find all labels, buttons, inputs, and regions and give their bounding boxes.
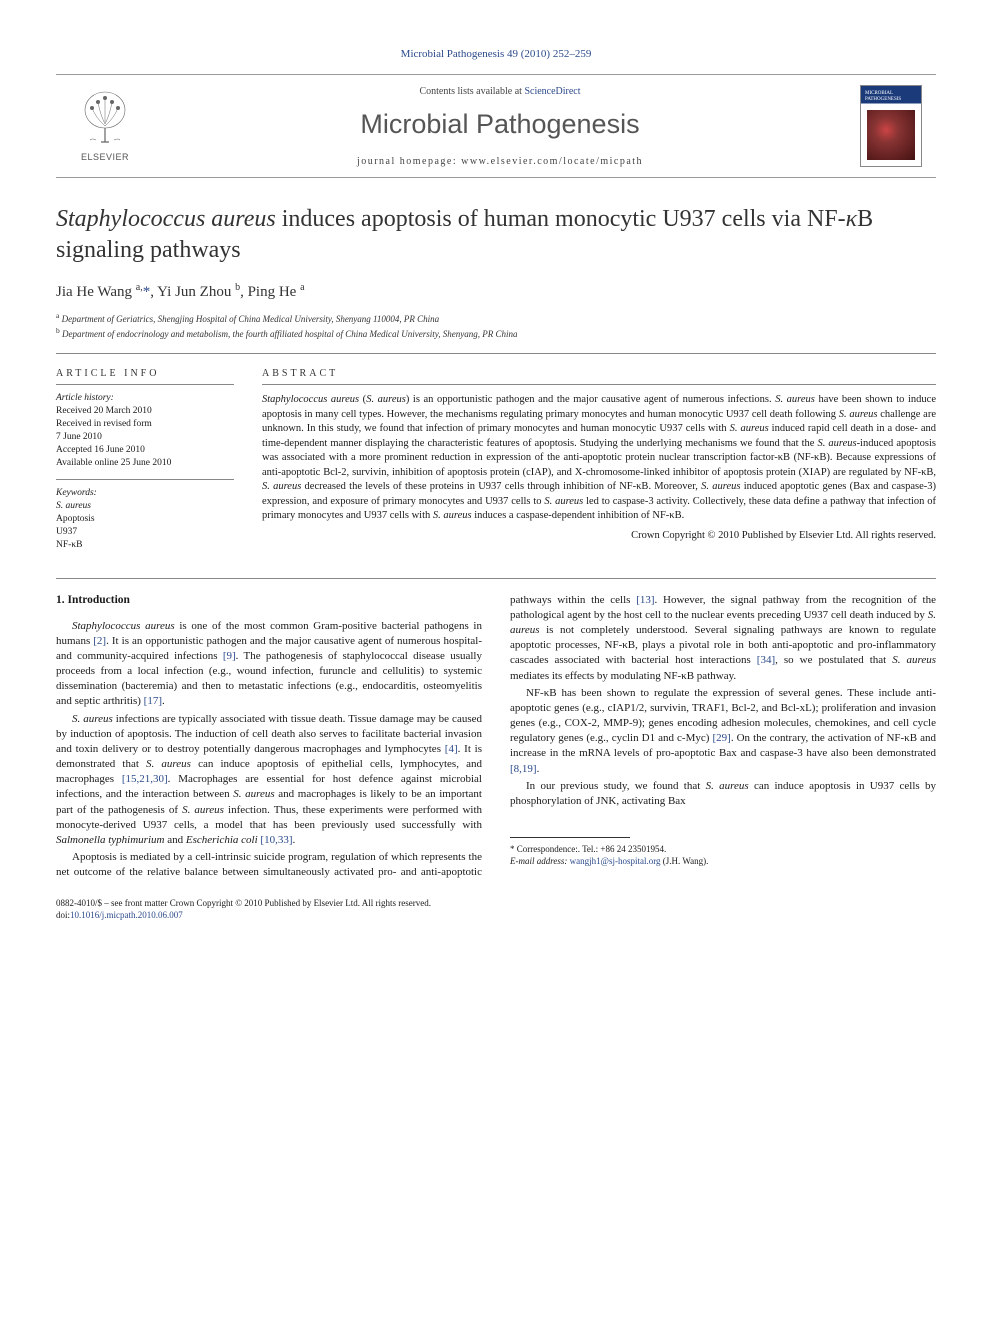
doi-link[interactable]: 10.1016/j.micpath.2010.06.007	[70, 910, 183, 920]
doi-label: doi:	[56, 910, 70, 920]
keyword-line: S. aureus	[56, 500, 234, 513]
footnote-separator	[510, 837, 630, 838]
history-line: Received 20 March 2010	[56, 405, 234, 418]
sciencedirect-link[interactable]: ScienceDirect	[524, 86, 580, 97]
article-history-head: Article history:	[56, 393, 234, 403]
citation-header: Microbial Pathogenesis 49 (2010) 252–259	[56, 48, 936, 60]
email-line: E-mail address: wangjh1@sj-hospital.org …	[510, 856, 936, 868]
authors-list: Jia He Wang a,*, Yi Jun Zhou b, Ping He …	[56, 282, 936, 301]
affiliations: a Department of Geriatrics, Shengjing Ho…	[56, 311, 936, 339]
history-line: Available online 25 June 2010	[56, 457, 234, 470]
affiliation-line: b Department of endocrinology and metabo…	[56, 326, 936, 339]
history-line: Accepted 16 June 2010	[56, 444, 234, 457]
correspondence-line: * Correspondence:. Tel.: +86 24 23501954…	[510, 844, 936, 856]
body-paragraph: S. aureus infections are typically assoc…	[56, 712, 482, 849]
history-line: 7 June 2010	[56, 431, 234, 444]
elsevier-tree-icon	[78, 90, 132, 152]
divider	[56, 578, 936, 579]
email-link[interactable]: wangjh1@sj-hospital.org	[570, 856, 661, 866]
bottom-bar: 0882-4010/$ – see front matter Crown Cop…	[56, 898, 936, 921]
keyword-line: Apoptosis	[56, 513, 234, 526]
issn-copyright-line: 0882-4010/$ – see front matter Crown Cop…	[56, 898, 936, 910]
contents-available-line: Contents lists available at ScienceDirec…	[156, 86, 844, 97]
keyword-line: NF-κB	[56, 539, 234, 552]
article-info-column: ARTICLE INFO Article history: Received 2…	[56, 368, 234, 551]
abstract-copyright: Crown Copyright © 2010 Published by Else…	[262, 530, 936, 541]
email-suffix: (J.H. Wang).	[661, 856, 709, 866]
publisher-logo: ELSEVIER	[70, 90, 140, 162]
divider	[56, 353, 936, 354]
journal-homepage-line: journal homepage: www.elsevier.com/locat…	[156, 156, 844, 167]
affiliation-line: a Department of Geriatrics, Shengjing Ho…	[56, 311, 936, 324]
journal-header-box: ELSEVIER Contents lists available at Sci…	[56, 74, 936, 178]
abstract-heading: ABSTRACT	[262, 368, 936, 385]
journal-cover-thumbnail	[860, 85, 922, 167]
article-info-heading: ARTICLE INFO	[56, 368, 234, 385]
journal-name: Microbial Pathogenesis	[156, 109, 844, 140]
doi-line: doi:10.1016/j.micpath.2010.06.007	[56, 910, 936, 922]
section-heading: 1. Introduction	[56, 593, 482, 609]
abstract-column: ABSTRACT Staphylococcus aureus (S. aureu…	[262, 368, 936, 551]
publisher-name: ELSEVIER	[81, 152, 129, 162]
body-paragraph: In our previous study, we found that S. …	[510, 779, 936, 809]
abstract-text: Staphylococcus aureus (S. aureus) is an …	[262, 393, 936, 523]
body-paragraph: Staphylococcus aureus is one of the most…	[56, 619, 482, 710]
homepage-prefix: journal homepage:	[357, 156, 461, 167]
history-line: Received in revised form	[56, 418, 234, 431]
homepage-url: www.elsevier.com/locate/micpath	[461, 156, 643, 167]
contents-text: Contents lists available at	[419, 86, 524, 97]
email-label: E-mail address:	[510, 856, 570, 866]
body-paragraph: NF-κB has been shown to regulate the exp…	[510, 686, 936, 777]
body-two-columns: 1. Introduction Staphylococcus aureus is…	[56, 593, 936, 881]
article-title: Staphylococcus aureus induces apoptosis …	[56, 204, 936, 266]
keywords-head: Keywords:	[56, 488, 234, 498]
keyword-line: U937	[56, 526, 234, 539]
correspondence-footnote: * Correspondence:. Tel.: +86 24 23501954…	[510, 844, 936, 867]
